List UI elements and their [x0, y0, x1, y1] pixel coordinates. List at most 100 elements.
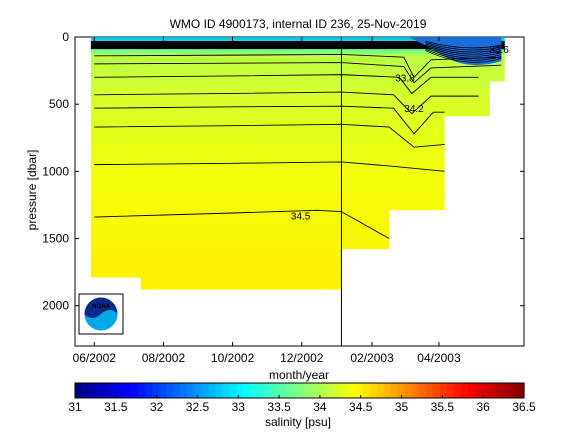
intrusion-contour [425, 44, 502, 55]
colorbar-segment [327, 383, 336, 398]
isohaline-contours [94, 54, 502, 239]
colorbar-segment [264, 383, 273, 398]
colorbar-frame [74, 382, 525, 399]
colorbar-tick-label: 36 [477, 400, 491, 414]
colorbar-segment [292, 383, 301, 398]
colorbar-segment [159, 383, 167, 398]
colorbar-segment [110, 383, 118, 398]
x-tick-label: 02/2003 [350, 351, 394, 365]
y-axis: 0 500 1000 1500 2000 [42, 30, 524, 313]
x-axis-label: month/year [269, 368, 329, 382]
colorbar-segment [124, 383, 132, 398]
colorbar-segment [495, 383, 504, 398]
intrusion-contour [425, 46, 502, 57]
y-tick-label: 0 [62, 30, 69, 44]
intrusion-contour [425, 41, 502, 51]
colorbar-segment [397, 383, 406, 398]
colorbar-tick-label: 33 [232, 400, 246, 414]
colorbar-segment [418, 383, 427, 398]
intrusion-contour [425, 47, 502, 59]
y-axis-label: pressure [dbar] [25, 150, 39, 231]
colorbar-tick-label: 33.5 [267, 400, 291, 414]
colorbar-segment [271, 383, 280, 398]
colorbar-segment [257, 383, 266, 398]
colorbar-segment [194, 383, 202, 398]
colorbar-tick-label: 36.5 [512, 400, 536, 414]
colorbar-segment [306, 383, 315, 398]
isohaline-33.9 [94, 62, 502, 84]
isohaline-34.5 [94, 209, 390, 239]
colorbar-segment [404, 383, 413, 398]
y-tick-label: 2000 [42, 299, 69, 313]
colorbar-segment [285, 383, 294, 398]
colorbar-tick-label: 34.5 [349, 400, 373, 414]
colorbar-segment [82, 383, 90, 398]
logo-text: NOAA [92, 304, 110, 310]
x-tick-label: 12/2002 [280, 351, 324, 365]
isohaline-34.3 [94, 123, 445, 148]
colorbar-tick-label: 35 [395, 400, 409, 414]
colorbar-tick-label: 35.5 [431, 400, 455, 414]
surface-contour-band [90, 41, 505, 50]
colorbar-segment [460, 383, 469, 398]
x-tick-label: 06/2002 [73, 351, 117, 365]
colorbar-segment [355, 383, 364, 398]
colorbar-segment [439, 383, 448, 398]
noaa-logo: NOAA [78, 293, 124, 335]
colorbar-segment [152, 383, 160, 398]
colorbar-segment [201, 383, 209, 398]
contour-label: 34.2 [404, 104, 424, 115]
x-tick-label: 08/2002 [142, 351, 186, 365]
colorbar-segment [383, 383, 392, 398]
x-tick-label: 04/2003 [417, 351, 461, 365]
intrusion-contour [425, 50, 502, 63]
colorbar-segment [341, 383, 350, 398]
colorbar-segment [376, 383, 385, 398]
colorbar-segment [320, 383, 329, 398]
colorbar: 31 31.5 32 32.5 33 33.5 34 34.5 35 35.5 36 36.5 [68, 382, 536, 414]
colorbar-segment [362, 383, 371, 398]
colorbar-segment [334, 383, 343, 398]
intrusion-contour [425, 48, 502, 61]
colorbar-segment [467, 383, 476, 398]
y-tick-label: 500 [49, 97, 69, 111]
colorbar-segment [474, 383, 483, 398]
colorbar-segment [390, 383, 399, 398]
colorbar-tick-label: 31.5 [104, 400, 128, 414]
colorbar-segment [138, 383, 146, 398]
isohaline-34 [94, 74, 479, 95]
colorbar-segment [75, 383, 83, 398]
colorbar-segment [348, 383, 357, 398]
colorbar-segment [453, 383, 462, 398]
intrusion-contour [425, 43, 502, 53]
colorbar-segment [299, 383, 308, 398]
colorbar-segment [117, 383, 125, 398]
salinity-fill-deep [90, 37, 505, 290]
colorbar-segment [243, 383, 251, 398]
salinity-field [90, 37, 505, 290]
chart-title: WMO ID 4900173, internal ID 236, 25-Nov-… [170, 17, 427, 31]
colorbar-segment [411, 383, 420, 398]
isohaline-34.2 [94, 105, 445, 135]
colorbar-segment [229, 383, 237, 398]
colorbar-segment [278, 383, 287, 398]
colorbar-tick-label: 32.5 [186, 400, 210, 414]
contour-labels: 34.5 34.2 33.8 33.6 [291, 45, 509, 223]
colorbar-segment [313, 383, 322, 398]
colorbar-segment [208, 383, 216, 398]
x-axis: 06/2002 08/2002 10/2002 12/2002 02/2003 04/20… [73, 37, 461, 365]
colorbar-segment [89, 383, 97, 398]
colorbar-segment [516, 383, 525, 398]
x-tick-label: 10/2002 [211, 351, 255, 365]
colorbar-segment [222, 383, 230, 398]
isohaline-33.8 [94, 54, 502, 79]
colorbar-label: salinity [psu] [265, 415, 331, 429]
colorbar-segment [432, 383, 441, 398]
contour-label: 33.6 [489, 45, 509, 56]
colorbar-segment [425, 383, 434, 398]
colorbar-segment [103, 383, 111, 398]
colorbar-segment [369, 383, 378, 398]
colorbar-segment [509, 383, 518, 398]
colorbar-segment [187, 383, 195, 398]
colorbar-segment [131, 383, 139, 398]
